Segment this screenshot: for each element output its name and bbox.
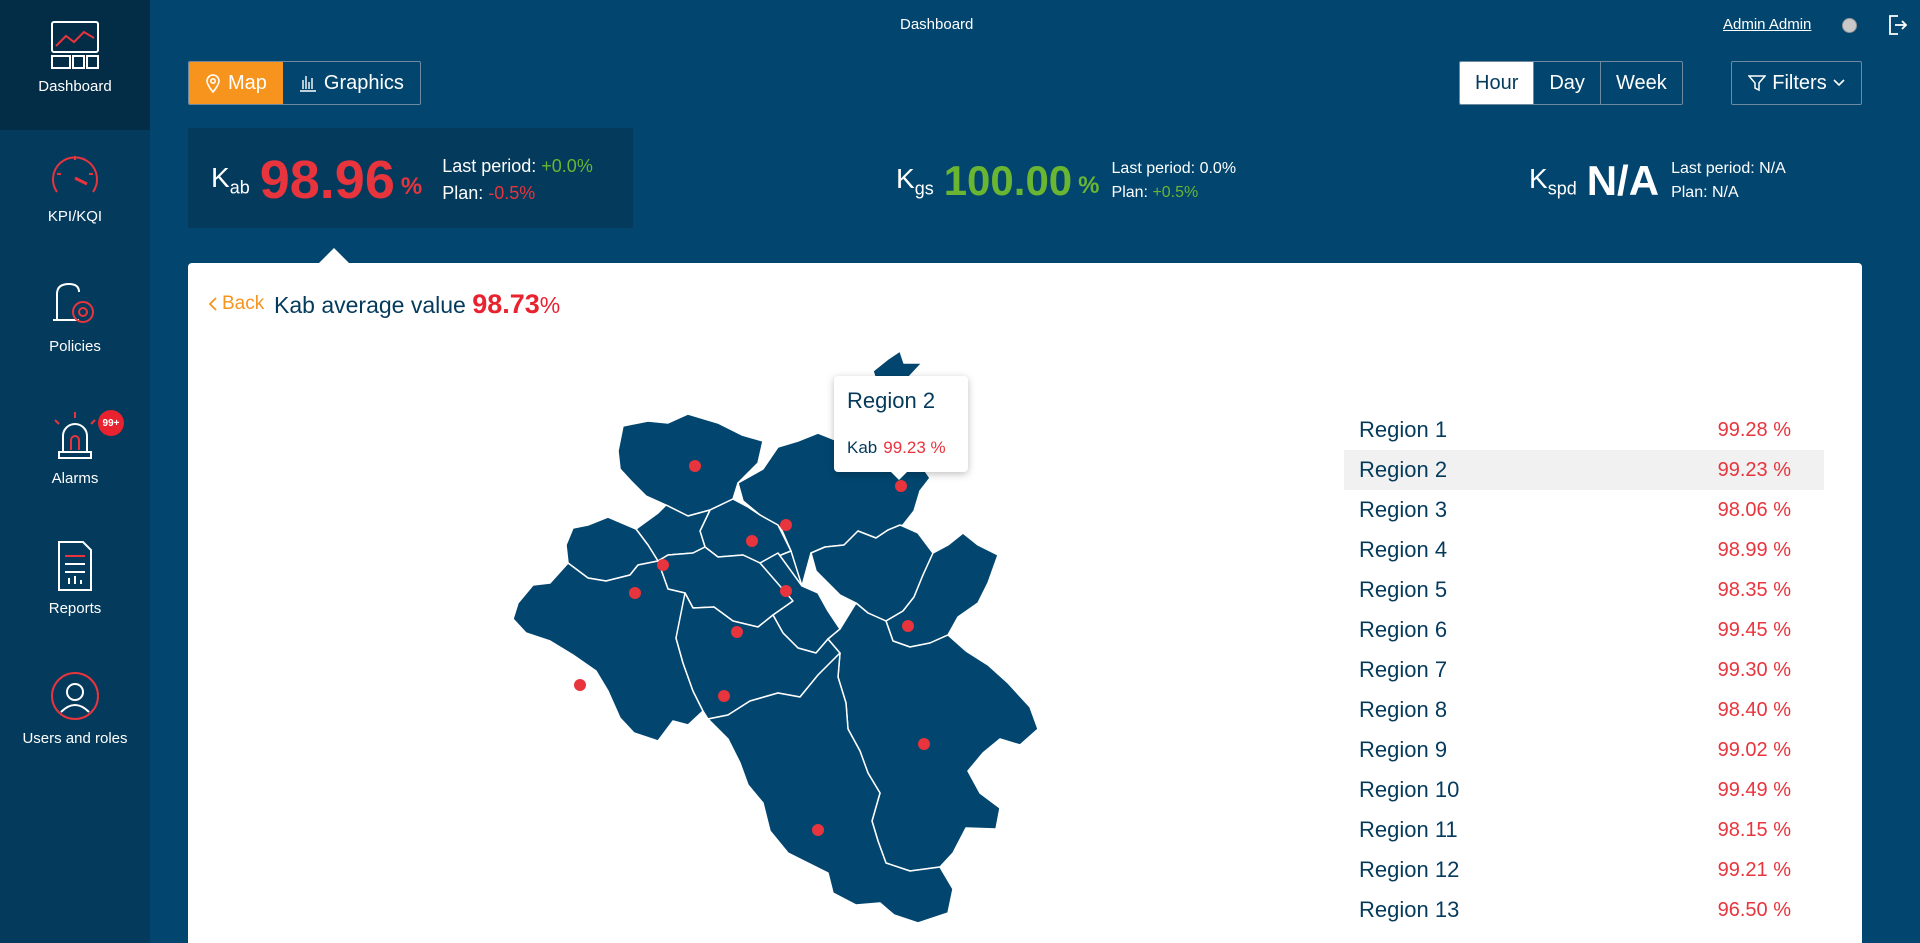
back-label: Back (222, 293, 265, 314)
sidebar-item-label: KPI/KQI (47, 208, 103, 225)
view-toggle: Map Graphics (188, 61, 421, 105)
region-row-highlighted[interactable]: Region 2 99.23 % (1344, 450, 1824, 490)
kpi-unit: % (1078, 172, 1100, 199)
period-hour-button[interactable]: Hour (1460, 62, 1534, 104)
map-marker-region-9[interactable] (902, 620, 914, 632)
user-avatar-icon (51, 672, 99, 720)
kpi-kab[interactable]: Kab 98.96 % Last period: +0.0% Plan: -0.… (211, 148, 593, 212)
region-row[interactable]: Region 1 99.28 % (1359, 417, 1791, 442)
period-day-button[interactable]: Day (1533, 62, 1600, 104)
kpi-kspd[interactable]: Kspd N/A Last period: N/A Plan: N/A (1529, 152, 1786, 210)
period-toggle: Hour Day Week (1459, 61, 1683, 105)
region-row[interactable]: Region 4 98.99 % (1359, 537, 1791, 562)
kpi-symbol: Kgs (896, 162, 934, 199)
region-row[interactable]: Region 12 99.21 % (1359, 857, 1791, 882)
map-marker-region-10[interactable] (574, 679, 586, 691)
map-marker-region-4[interactable] (780, 519, 792, 531)
panel-title: Kab average value 98.73% (274, 289, 561, 319)
report-document-icon (58, 541, 92, 591)
map-marker-region-13[interactable] (812, 824, 824, 836)
chevron-down-icon (1833, 79, 1845, 87)
region-row[interactable]: Region 9 99.02 % (1359, 737, 1791, 762)
kpi-symbol: Kspd (1529, 162, 1577, 199)
map-marker-region-8[interactable] (731, 626, 743, 638)
kpi-value: 98.96 (259, 150, 395, 210)
region-row[interactable]: Region 11 98.15 % (1359, 817, 1791, 842)
map-pin-icon (206, 74, 220, 93)
tooltip-arrow (891, 472, 907, 480)
map-marker-region-7[interactable] (780, 585, 792, 597)
kpi-value: N/A (1586, 157, 1660, 204)
region-row[interactable]: Region 8 98.40 % (1359, 697, 1791, 722)
map-marker-region-6[interactable] (629, 587, 641, 599)
kpi-details: Last period: N/A Plan: N/A (1671, 160, 1786, 201)
page-title: Dashboard (900, 16, 974, 33)
map-marker-region-11[interactable] (718, 690, 730, 702)
sidebar-item-label: Policies (49, 338, 101, 355)
sidebar-item-policies[interactable]: Policies (0, 260, 150, 390)
region-row[interactable]: Region 13 96.50 % (1359, 897, 1791, 922)
tooltip-kpi-row: Kab 99.23 % (847, 438, 946, 457)
back-button[interactable]: Back (208, 293, 264, 315)
period-week-button[interactable]: Week (1599, 62, 1682, 104)
map-marker-region-1[interactable] (689, 460, 701, 472)
map-region-13[interactable] (707, 652, 954, 924)
graphics-view-button[interactable]: Graphics (283, 62, 420, 104)
sidebar-item-users[interactable]: Users and roles (0, 650, 150, 780)
sidebar-item-label: Dashboard (38, 78, 112, 95)
dashboard-icon (51, 21, 99, 69)
policy-gear-icon (53, 282, 94, 323)
region-map (512, 350, 1039, 924)
alarm-siren-icon (54, 412, 96, 459)
chevron-left-icon (208, 297, 217, 311)
map-marker-region-3[interactable] (746, 535, 758, 547)
map-marker-region-2[interactable] (895, 480, 907, 492)
gauge-icon (52, 156, 98, 193)
region-row[interactable]: Region 6 99.45 % (1359, 617, 1791, 642)
region-row[interactable]: Region 7 99.30 % (1359, 657, 1791, 682)
logout-icon[interactable] (1888, 14, 1908, 36)
sidebar-item-dashboard[interactable]: Dashboard (0, 0, 150, 130)
kpi-details: Last period: +0.0% Plan: -0.5% (442, 156, 593, 203)
map-panel: Back Kab average value 98.73% (188, 263, 1862, 943)
map-marker-region-12[interactable] (918, 738, 930, 750)
map-view-button[interactable]: Map (189, 62, 283, 104)
sidebar-item-kpi[interactable]: KPI/KQI (0, 130, 150, 260)
tooltip-region-name: Region 2 (847, 388, 936, 413)
region-row[interactable]: Region 5 98.35 % (1359, 577, 1791, 602)
sidebar-item-reports[interactable]: Reports (0, 520, 150, 650)
kpi-selection-pointer (318, 248, 350, 264)
filter-funnel-icon (1748, 75, 1767, 92)
map-view-label: Map (228, 71, 267, 94)
filters-dropdown-button[interactable]: Filters (1731, 61, 1862, 105)
region-list: Region 1 99.28 % Region 2 99.23 % Region 3… (1344, 410, 1824, 930)
graphics-view-label: Graphics (323, 71, 404, 94)
status-indicator (1842, 18, 1857, 33)
region-row[interactable]: Region 10 99.49 % (1359, 777, 1791, 802)
filters-label: Filters (1772, 71, 1827, 94)
region-tooltip: Region 2 Kab 99.23 % (834, 376, 968, 480)
user-name-link[interactable]: Admin Admin (1723, 16, 1812, 33)
kpi-value: 100.00 (943, 157, 1073, 204)
sidebar: Dashboard KPI/KQI Policies Alarms (0, 0, 150, 943)
kpi-kgs[interactable]: Kgs 100.00 % Last period: 0.0% Plan: +0.… (896, 152, 1236, 210)
kpi-card-kab-selected[interactable] (188, 128, 633, 228)
region-row[interactable]: Region 3 98.06 % (1359, 497, 1791, 522)
sidebar-item-label: Reports (48, 600, 102, 617)
kpi-unit: % (400, 173, 423, 200)
map-marker-region-5[interactable] (657, 559, 669, 571)
sidebar-item-label: Users and roles (22, 730, 128, 747)
sidebar-item-alarms[interactable]: Alarms (0, 390, 150, 520)
kpi-details: Last period: 0.0% Plan: +0.5% (1111, 160, 1237, 201)
kpi-symbol: Kab (211, 161, 250, 198)
alarms-count-badge: 99+ (98, 410, 124, 436)
sidebar-item-label: Alarms (51, 470, 99, 487)
bar-chart-icon (299, 76, 316, 92)
